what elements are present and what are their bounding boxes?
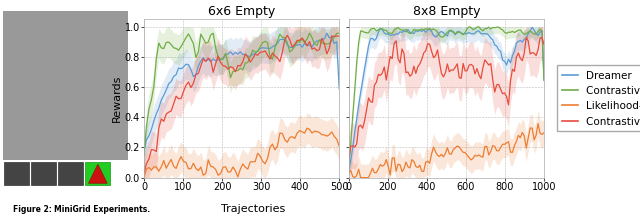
Bar — [58, 162, 83, 185]
Bar — [85, 162, 110, 185]
Bar — [31, 162, 56, 185]
Text: Figure 2:: Figure 2: — [13, 205, 54, 214]
Bar — [4, 162, 29, 185]
Text: MiniGrid Experiments.: MiniGrid Experiments. — [54, 205, 150, 214]
Bar — [3, 11, 128, 160]
Title: 8x8 Empty: 8x8 Empty — [413, 5, 480, 18]
Y-axis label: Rewards: Rewards — [112, 75, 122, 122]
Text: Trajectories: Trajectories — [221, 204, 285, 214]
Polygon shape — [88, 164, 108, 183]
Legend: Dreamer, Contrastive Dreamer, Likelihood-AIF, Contrastive-AIF (ours): Dreamer, Contrastive Dreamer, Likelihood… — [557, 65, 640, 131]
Title: 6x6 Empty: 6x6 Empty — [208, 5, 275, 18]
